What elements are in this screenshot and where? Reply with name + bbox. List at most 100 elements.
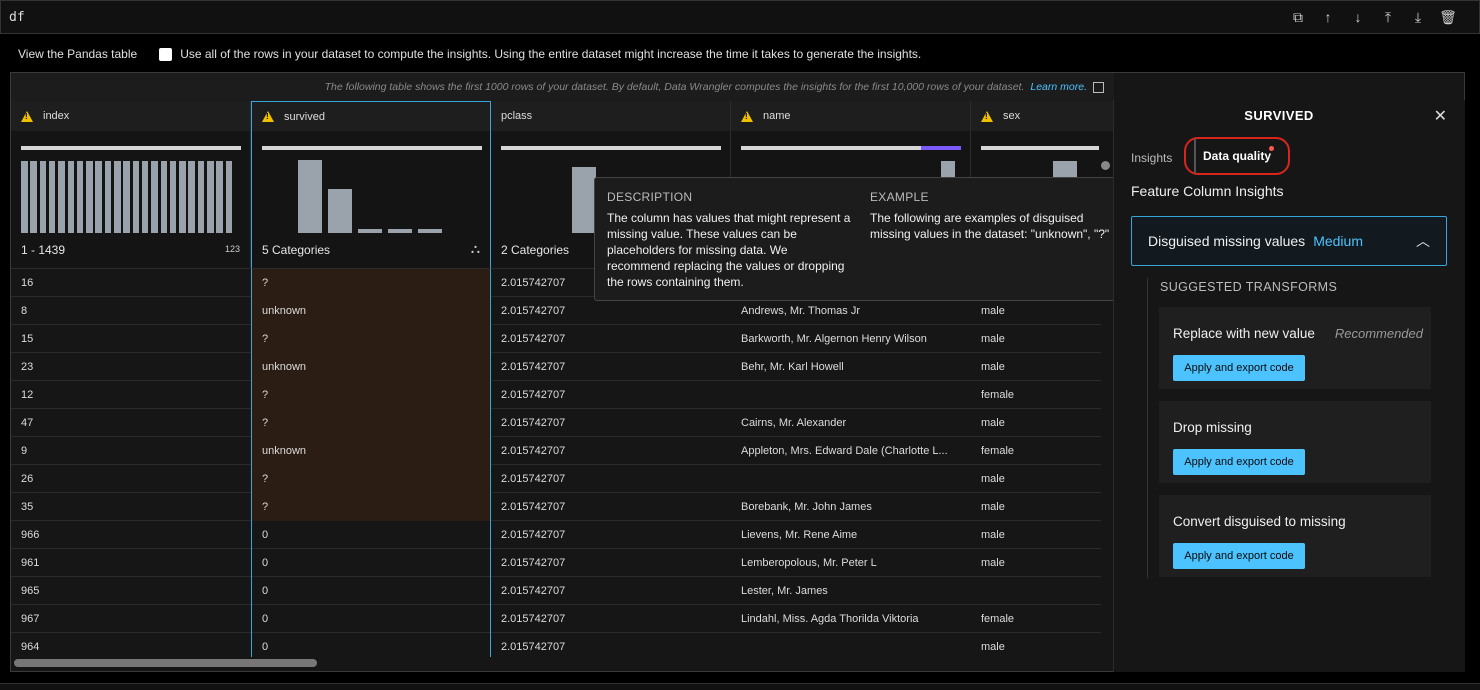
cell-survived[interactable]: 0 [251, 605, 491, 633]
cell-pclass[interactable]: 2.015742707 [501, 361, 566, 373]
cell-sex[interactable]: male [981, 361, 1005, 373]
cell-index[interactable]: 965 [21, 585, 40, 597]
cell-index[interactable]: 967 [21, 613, 40, 625]
cell-sex[interactable]: male [981, 333, 1005, 345]
table-row[interactable]: 964 0 2.015742707 male [11, 633, 1101, 657]
cell-name[interactable]: Behr, Mr. Karl Howell [741, 361, 844, 373]
table-row[interactable]: 12? 2.015742707 female [11, 381, 1101, 409]
cell-index[interactable]: 964 [21, 641, 40, 653]
cell-name[interactable]: Lemberopolous, Mr. Peter L [741, 557, 877, 569]
cell-sex[interactable]: male [981, 641, 1005, 653]
table-row[interactable]: 9 unknown 2.015742707 Appleton, Mrs. Edward… [11, 437, 1101, 465]
column-header-sex[interactable]: sex [971, 101, 1114, 131]
table-row[interactable]: 47? 2.015742707 Cairns, Mr. Alexander male [11, 409, 1101, 437]
cell-survived[interactable]: 0 [251, 549, 491, 577]
cell-sex[interactable] [971, 577, 1101, 605]
table-row[interactable]: 966 0 2.015742707 Lievens, Mr. Rene Aime mal… [11, 521, 1101, 549]
column-header-name[interactable]: name [731, 101, 971, 131]
cell-index[interactable]: 47 [21, 417, 34, 429]
cell-survived[interactable]: unknown [251, 353, 491, 381]
vertical-scroll-thumb[interactable] [1101, 161, 1110, 170]
cell-name[interactable]: Lester, Mr. James [741, 585, 828, 597]
cell-sex[interactable]: female [981, 613, 1015, 625]
cell-index[interactable]: 961 [21, 557, 40, 569]
external-link-icon[interactable] [1093, 81, 1104, 93]
table-row[interactable]: 23 unknown 2.015742707 Behr, Mr. Karl Howel… [11, 353, 1101, 381]
cell-index[interactable]: 26 [21, 473, 34, 485]
cell-name[interactable]: Lievens, Mr. Rene Aime [741, 529, 858, 541]
column-header-survived[interactable]: survived [251, 101, 491, 131]
cell-sex[interactable]: male [981, 305, 1005, 317]
table-row[interactable]: 965 0 2.015742707 Lester, Mr. James [11, 577, 1101, 605]
cell-pclass[interactable]: 2.015742707 [501, 473, 566, 485]
cell-pclass[interactable]: 2.015742707 [501, 585, 566, 597]
apply-and-export-button[interactable]: Apply and export code [1173, 543, 1305, 569]
cell-index[interactable]: 16 [21, 277, 34, 289]
cell-pclass[interactable]: 2.015742707 [501, 305, 566, 317]
cell-pclass[interactable]: 2.015742707 [501, 613, 566, 625]
table-row[interactable]: 35? 2.015742707 Borebank, Mr. John James ma… [11, 493, 1101, 521]
table-row[interactable]: 15? 2.015742707 Barkworth, Mr. Algernon He… [11, 325, 1101, 353]
cell-name[interactable]: Appleton, Mrs. Edward Dale (Charlotte L.… [741, 445, 948, 457]
move-down-icon[interactable]: ↓ [1354, 9, 1362, 25]
cell-survived[interactable]: ? [251, 269, 491, 297]
warning-icon[interactable] [981, 110, 993, 122]
cell-index[interactable]: 15 [21, 333, 34, 345]
cell-pclass[interactable]: 2.015742707 [501, 641, 566, 653]
cell-survived[interactable]: ? [251, 409, 491, 437]
warning-icon[interactable] [741, 110, 753, 122]
cell-index[interactable]: 8 [21, 305, 28, 317]
close-icon[interactable]: ✕ [1433, 108, 1447, 125]
cell-name[interactable]: Borebank, Mr. John James [741, 501, 872, 513]
cell-sex[interactable]: male [981, 529, 1005, 541]
column-header-index[interactable]: index [11, 101, 251, 131]
cell-name[interactable]: Barkworth, Mr. Algernon Henry Wilson [741, 333, 927, 345]
cell-index[interactable]: 966 [21, 529, 40, 541]
cell-pclass[interactable]: 2.015742707 [501, 445, 566, 457]
learn-more-link[interactable]: Learn more. [1030, 81, 1087, 93]
cell-name[interactable]: Andrews, Mr. Thomas Jr [741, 305, 860, 317]
cell-sex[interactable]: male [981, 557, 1005, 569]
cell-survived[interactable]: 0 [251, 577, 491, 605]
cell-name[interactable] [731, 465, 971, 493]
table-row[interactable]: 967 0 2.015742707 Lindahl, Miss. Agda Thori… [11, 605, 1101, 633]
cell-survived[interactable]: ? [251, 381, 491, 409]
cell-index[interactable]: 12 [21, 389, 34, 401]
code-text[interactable]: df [9, 10, 25, 25]
cell-index[interactable]: 9 [21, 445, 28, 457]
disguised-missing-values-accordion[interactable]: Disguised missing values Medium ︿ [1131, 216, 1447, 266]
cell-pclass[interactable]: 2.015742707 [501, 417, 566, 429]
insert-above-icon[interactable]: ⤒ [1384, 9, 1392, 25]
table-row[interactable]: 961 0 2.015742707 Lemberopolous, Mr. Peter … [11, 549, 1101, 577]
cell-pclass[interactable]: 2.015742707 [501, 389, 566, 401]
duplicate-icon[interactable]: ⧉ [1293, 9, 1303, 25]
insert-below-icon[interactable]: ⤓ [1414, 9, 1422, 25]
cell-sex[interactable]: male [981, 473, 1005, 485]
cell-survived[interactable]: ? [251, 325, 491, 353]
tab-insights[interactable]: Insights [1131, 151, 1173, 165]
cell-survived[interactable]: unknown [251, 297, 491, 325]
cell-name[interactable]: Cairns, Mr. Alexander [741, 417, 847, 429]
cell-pclass[interactable]: 2.015742707 [501, 333, 566, 345]
delete-icon[interactable]: 🗑 [1439, 9, 1457, 25]
table-row[interactable]: 8 unknown 2.015742707 Andrews, Mr. Thomas J… [11, 297, 1101, 325]
cell-survived[interactable]: ? [251, 465, 491, 493]
column-header-pclass[interactable]: pclass [491, 101, 731, 131]
cell-pclass[interactable]: 2.015742707 [501, 529, 566, 541]
cell-name[interactable] [731, 633, 971, 657]
cell-survived[interactable]: 0 [251, 521, 491, 549]
cell-sex[interactable]: male [981, 501, 1005, 513]
column-summary-index[interactable]: 1 - 1439 123 [11, 131, 251, 269]
cell-sex[interactable]: male [981, 417, 1005, 429]
apply-and-export-button[interactable]: Apply and export code [1173, 355, 1305, 381]
warning-icon[interactable] [21, 110, 33, 122]
cell-sex[interactable]: female [981, 445, 1015, 457]
table-row[interactable]: 16? 2.015742707 [11, 269, 1101, 297]
table-row[interactable]: 26? 2.015742707 male [11, 465, 1101, 493]
code-cell[interactable]: df ⧉ ↑ ↓ ⤒ ⤓ 🗑 [0, 0, 1480, 34]
cell-survived[interactable]: ? [251, 493, 491, 521]
cell-survived[interactable]: 0 [251, 633, 491, 657]
cell-index[interactable]: 23 [21, 361, 34, 373]
cell-sex[interactable]: female [981, 389, 1015, 401]
cell-name[interactable]: Lindahl, Miss. Agda Thorilda Viktoria [741, 613, 919, 625]
